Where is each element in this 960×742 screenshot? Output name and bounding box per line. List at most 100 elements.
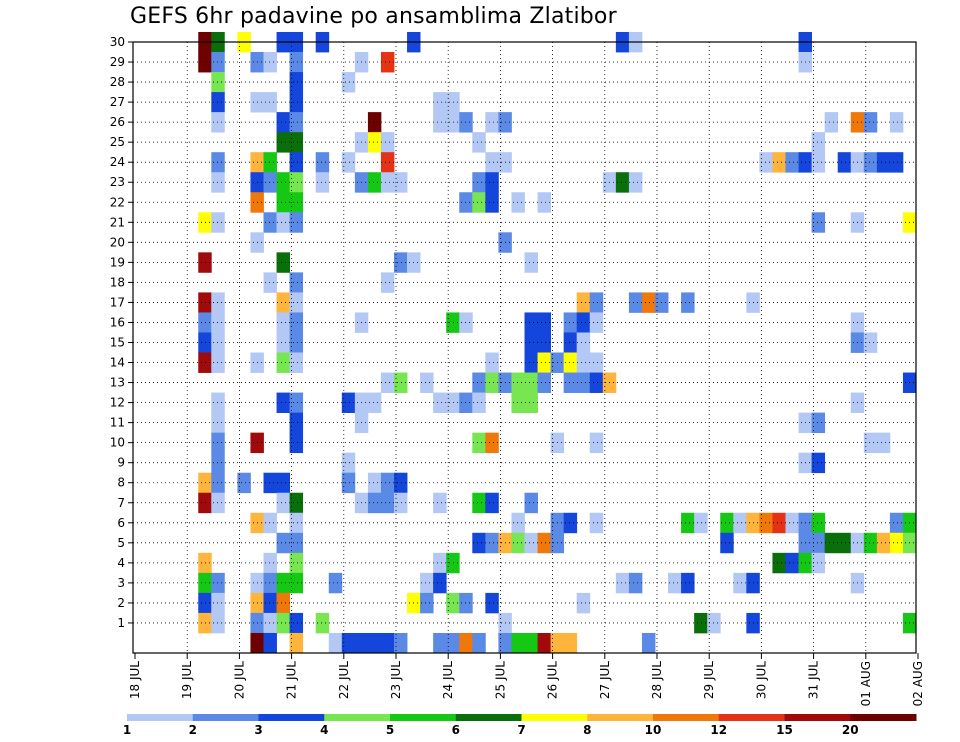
heatmap-cell <box>289 412 304 434</box>
heatmap-cell <box>211 452 225 474</box>
heatmap-cell <box>524 332 538 353</box>
y-tick-label: 23 <box>110 175 125 189</box>
heatmap-cell <box>537 532 551 554</box>
heatmap-cell <box>289 272 304 293</box>
heatmap-cell <box>420 572 434 594</box>
heatmap-cell <box>237 472 251 494</box>
heatmap-cell <box>759 512 773 534</box>
heatmap-cell <box>341 452 356 474</box>
heatmap-cell <box>380 132 395 153</box>
colorbar-swatch <box>587 714 654 721</box>
heatmap-cell <box>420 592 434 614</box>
heatmap-cell <box>367 392 382 413</box>
heatmap-cell <box>276 352 290 373</box>
chart-title: GEFS 6hr padavine po ansamblima Zlatibor <box>130 4 617 29</box>
heatmap-cell <box>211 432 225 454</box>
heatmap-cell <box>276 472 290 494</box>
heatmap-cell <box>289 572 304 594</box>
heatmap-cell <box>198 312 212 333</box>
heatmap-cell <box>211 572 225 594</box>
heatmap-cell <box>394 472 408 494</box>
heatmap-cell <box>524 632 538 654</box>
heatmap-cell <box>681 292 695 313</box>
heatmap-cell <box>576 332 591 353</box>
heatmap-cell <box>211 292 225 313</box>
y-tick-label: 2 <box>117 596 125 610</box>
heatmap-cell <box>289 492 304 514</box>
heatmap-cell <box>211 212 225 233</box>
heatmap-cell <box>276 332 290 353</box>
heatmap-cell <box>772 152 786 173</box>
heatmap-cell <box>328 572 343 594</box>
heatmap-cell <box>289 192 304 213</box>
heatmap-cell <box>811 132 826 153</box>
heatmap-cell <box>198 592 212 614</box>
heatmap-cell <box>341 632 356 654</box>
heatmap-cell <box>211 472 225 494</box>
heatmap-cell <box>485 352 499 373</box>
heatmap-cell <box>198 52 212 73</box>
grid-lines <box>133 41 916 653</box>
heatmap-cell <box>628 172 643 193</box>
colorbar-swatch <box>850 714 917 721</box>
heatmap-cell <box>276 492 290 514</box>
y-tick-label: 5 <box>117 536 125 550</box>
heatmap-cell <box>315 612 330 634</box>
heatmap-cell <box>446 592 460 614</box>
heatmap-cell <box>472 372 486 393</box>
heatmap-cell <box>367 472 382 494</box>
heatmap-cell <box>889 532 904 554</box>
heatmap-cell <box>485 492 499 514</box>
y-tick-label: 22 <box>110 195 125 209</box>
heatmap-cell <box>537 332 551 353</box>
heatmap-cell <box>211 152 225 173</box>
heatmap-cell <box>524 372 538 393</box>
heatmap-cell <box>772 512 786 534</box>
x-tick-label: 26 JUL <box>546 661 560 699</box>
heatmap-cell <box>485 592 499 614</box>
axes: 1234567891011121314151617181920212223242… <box>110 35 925 706</box>
heatmap-cell <box>276 532 290 554</box>
heatmap-cell <box>433 392 447 413</box>
heatmap-cell <box>263 572 277 594</box>
heatmap-cell <box>511 632 525 654</box>
heatmap-cell <box>380 152 395 173</box>
heatmap-cell <box>472 632 486 654</box>
heatmap-cell <box>720 532 734 554</box>
heatmap-cell <box>563 352 578 373</box>
heatmap-cell <box>524 352 538 373</box>
y-tick-label: 15 <box>110 335 125 349</box>
y-tick-label: 24 <box>110 155 125 169</box>
x-tick-label: 25 JUL <box>493 661 507 699</box>
heatmap-cell <box>485 112 499 133</box>
heatmap-cell <box>615 572 630 594</box>
heatmap-cell <box>589 512 604 534</box>
heatmap-cell <box>563 332 578 353</box>
heatmap-cell <box>863 332 878 353</box>
heatmap-cell <box>811 512 826 534</box>
heatmap-cell <box>720 512 734 534</box>
heatmap-cell <box>563 632 578 654</box>
heatmap-cell <box>394 372 408 393</box>
heatmap-cell <box>289 632 304 654</box>
heatmap-cell <box>211 492 225 514</box>
heatmap-cell <box>446 392 460 413</box>
y-tick-label: 26 <box>110 115 125 129</box>
colorbar-label: 7 <box>517 723 525 737</box>
heatmap-cell <box>289 52 304 73</box>
heatmap-cell <box>811 212 826 233</box>
y-tick-label: 13 <box>110 376 125 390</box>
heatmap-cell <box>367 172 382 193</box>
colorbar-swatch <box>455 714 522 721</box>
y-tick-label: 29 <box>110 55 125 69</box>
heatmap-cell <box>433 92 447 113</box>
heatmap-cell <box>824 532 839 554</box>
y-tick-label: 11 <box>110 416 125 430</box>
y-tick-label: 17 <box>110 295 125 309</box>
heatmap-cell <box>198 612 212 634</box>
heatmap-cell <box>289 112 304 133</box>
heatmap-cell <box>511 392 525 413</box>
heatmap-cell <box>459 632 473 654</box>
heatmap-cell <box>367 132 382 153</box>
heatmap-cell <box>289 92 304 113</box>
